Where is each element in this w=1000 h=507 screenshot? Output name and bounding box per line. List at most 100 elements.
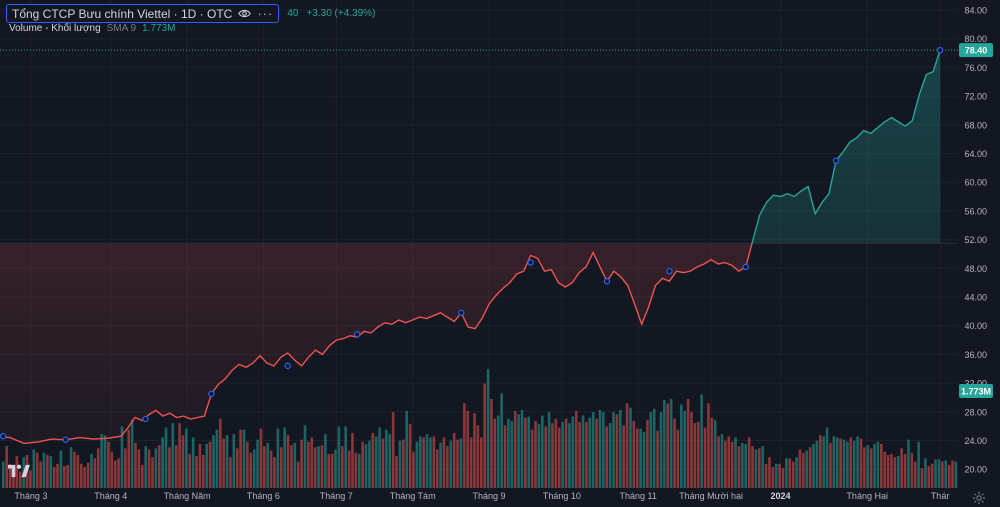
volume-bar [151, 457, 154, 488]
volume-legend[interactable]: Volume - Khối lượng SMA 9 1.773M [9, 23, 175, 34]
volume-bar [947, 464, 951, 488]
volume-bar [717, 436, 720, 488]
volume-bar [588, 417, 592, 488]
volume-bar [337, 426, 341, 488]
volume-bar [73, 451, 76, 488]
eye-icon[interactable] [238, 7, 252, 20]
y-tick-label: 72.00 [964, 92, 987, 102]
volume-bar [429, 437, 432, 488]
volume-bar [730, 441, 734, 488]
volume-bar [652, 408, 656, 488]
volume-bar [635, 428, 639, 488]
volume-bar [622, 425, 625, 488]
event-marker [353, 331, 361, 338]
volume-bar [279, 447, 283, 488]
volume-bar [632, 420, 636, 488]
volume-bar [35, 452, 39, 488]
volume-bar [273, 457, 276, 488]
volume-bar [259, 428, 263, 488]
volume-bar [5, 446, 8, 488]
volume-bar [930, 463, 934, 488]
volume-bar [222, 438, 225, 488]
volume-bar [608, 423, 612, 488]
volume-bar [317, 446, 320, 488]
volume-bar [771, 467, 775, 488]
volume-bar [361, 441, 364, 488]
volume-bar [344, 426, 347, 488]
volume-bar [381, 438, 385, 488]
volume-bar [859, 438, 863, 488]
volume-bar [398, 440, 402, 488]
tradingview-logo-icon[interactable] [8, 462, 30, 480]
volume-bar [873, 444, 876, 488]
volume-bar [557, 427, 561, 488]
x-tick-label: Thár [931, 491, 950, 501]
more-icon[interactable]: ··· [257, 6, 274, 21]
volume-bar [124, 448, 127, 488]
volume-bar [351, 433, 354, 488]
volume-bar [490, 398, 493, 488]
volume-bar [79, 463, 83, 488]
volume-bar [249, 452, 253, 488]
volume-bar [459, 438, 463, 488]
volume-bar [513, 411, 517, 488]
sma-label: SMA 9 [106, 23, 137, 34]
volume-bar [341, 446, 344, 488]
volume-bar [466, 411, 470, 488]
volume-bar [554, 418, 558, 488]
x-tick-label: Tháng 4 [94, 491, 127, 501]
volume-bar [269, 450, 273, 488]
volume-bar [246, 441, 249, 488]
volume-bar [46, 455, 49, 488]
volume-bar [890, 453, 893, 488]
volume-bar [452, 433, 456, 488]
event-marker [666, 267, 673, 275]
volume-bar [734, 437, 737, 488]
symbol-title-box[interactable]: Tổng CTCP Bưu chính Viettel · 1D · OTC ·… [6, 4, 280, 23]
y-tick-label: 64.00 [964, 149, 987, 159]
volume-bar [846, 441, 849, 488]
volume-bar [56, 463, 59, 488]
volume-bar [842, 439, 846, 488]
area-below-baseline [0, 243, 941, 444]
volume-bar [113, 460, 117, 488]
volume-bar [242, 429, 246, 488]
volume-bar [937, 459, 941, 488]
volume-bar [330, 453, 334, 488]
volume-bar [564, 418, 568, 488]
volume-bar [547, 412, 551, 488]
volume-bar [415, 441, 419, 488]
volume-bar [134, 442, 137, 488]
volume-bar [883, 451, 887, 488]
volume-bar [205, 444, 208, 488]
settings-gear-icon[interactable] [972, 491, 986, 505]
volume-bar [825, 427, 829, 488]
volume-bar [517, 414, 520, 488]
volume-bar [520, 409, 524, 488]
volume-bar [188, 453, 192, 488]
volume-bar [195, 456, 198, 488]
volume-bar [713, 419, 717, 488]
volume-bar [449, 440, 453, 488]
volume-bar [76, 455, 80, 488]
volume-bar [368, 440, 371, 488]
volume-bar [839, 438, 842, 488]
volume-bar [537, 424, 541, 488]
volume-bar [835, 437, 839, 488]
volume-bar [15, 456, 19, 488]
y-tick-label: 24.00 [964, 436, 987, 446]
volume-bar [168, 447, 171, 488]
volume-bar [8, 463, 12, 488]
volume-bar [385, 429, 388, 488]
volume-bar [63, 466, 66, 488]
volume-bar [286, 435, 290, 488]
volume-bar [754, 449, 758, 488]
volume-bar [920, 468, 924, 488]
x-tick-label: Tháng 10 [543, 491, 581, 501]
event-marker [742, 263, 749, 271]
volume-bar [32, 449, 36, 488]
volume-bar [686, 398, 690, 488]
last-price-badge: 78.40 [965, 46, 988, 56]
volume-bar [656, 430, 659, 488]
